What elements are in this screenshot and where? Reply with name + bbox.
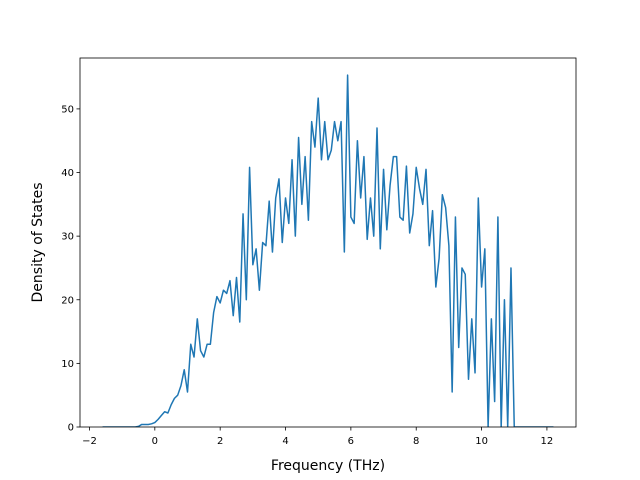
x-tick-label: 4 [282, 436, 288, 447]
x-axis-label: Frequency (THz) [271, 458, 385, 474]
y-tick-label: 40 [61, 168, 74, 179]
x-tick-label: 2 [217, 436, 223, 447]
axes-frame [79, 57, 577, 428]
x-tick-label: 6 [348, 436, 354, 447]
x-tick-label: 8 [413, 436, 419, 447]
x-tick-label: −2 [82, 436, 97, 447]
x-tick-label: 0 [152, 436, 158, 447]
y-tick-label: 0 [68, 423, 74, 434]
y-tick-label: 20 [61, 295, 74, 306]
x-tick-label: 10 [475, 436, 488, 447]
y-tick-label: 10 [61, 359, 74, 370]
y-axis-label: Density of States [30, 183, 46, 303]
data-line [102, 74, 554, 427]
y-tick-label: 30 [61, 232, 74, 243]
x-tick-label: 12 [541, 436, 554, 447]
y-tick-label: 50 [61, 104, 74, 115]
